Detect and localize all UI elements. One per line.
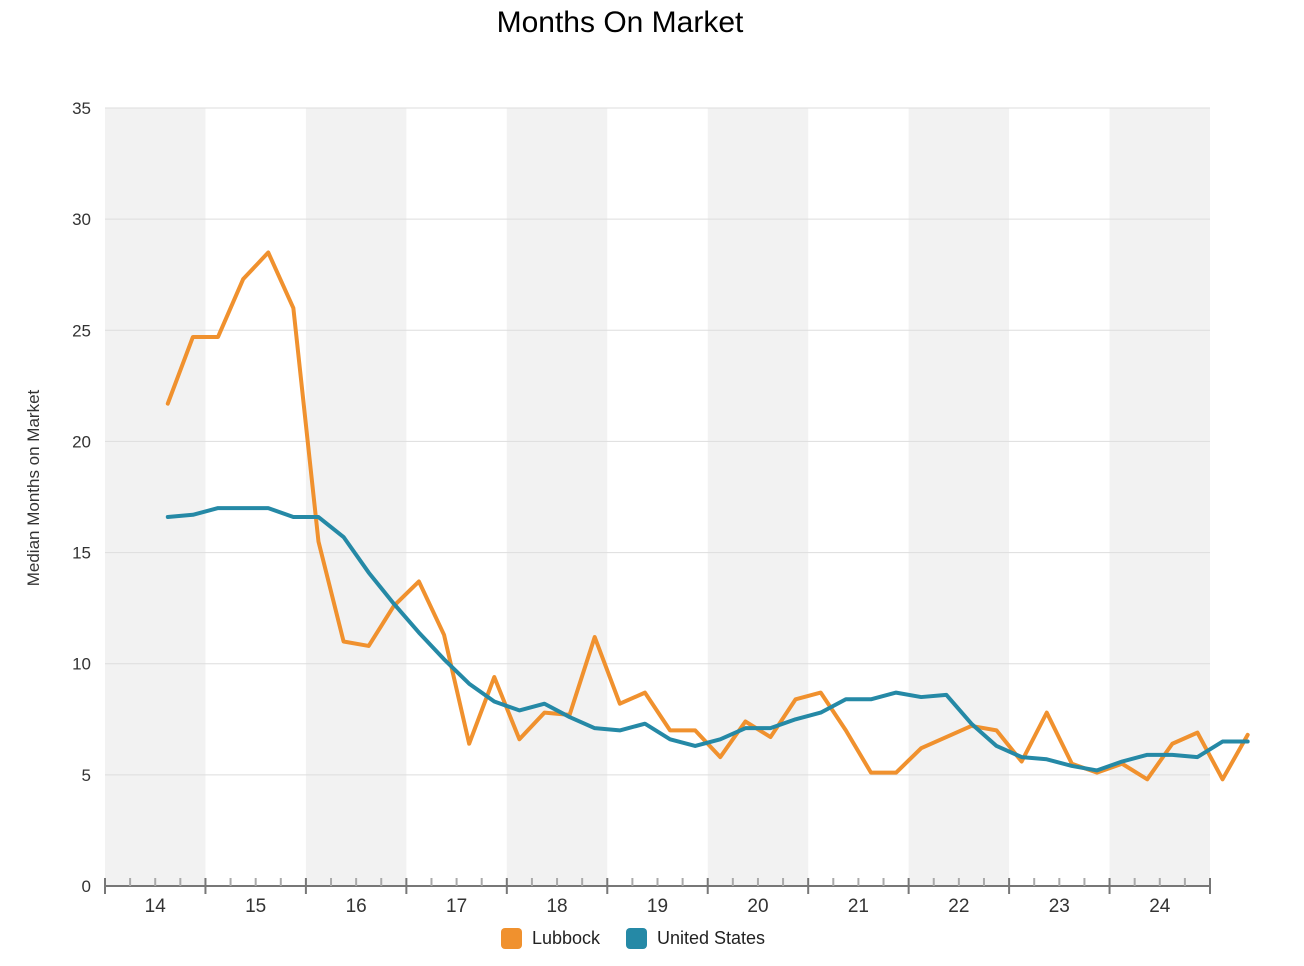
x-tick-label: 23 xyxy=(1049,896,1070,917)
y-axis-ticks: 0 5 10 15 20 25 30 35 xyxy=(72,99,91,896)
x-tick-label: 24 xyxy=(1149,896,1171,917)
x-tick-label: 16 xyxy=(346,896,367,917)
year-band xyxy=(105,108,206,886)
x-axis: 14 15 16 17 18 19 20 21 22 23 24 xyxy=(104,878,1211,917)
legend-label-united-states: United States xyxy=(657,928,766,948)
x-tick-label: 18 xyxy=(546,896,567,917)
x-tick-label: 15 xyxy=(245,896,266,917)
series-lines xyxy=(165,250,1250,782)
legend-item-united-states[interactable]: United States xyxy=(626,928,765,949)
y-tick-label: 30 xyxy=(72,210,91,229)
year-band xyxy=(1109,108,1210,886)
x-tick-label: 19 xyxy=(647,896,668,917)
x-tick-label: 21 xyxy=(848,896,869,917)
legend-item-lubbock[interactable]: Lubbock xyxy=(500,928,600,949)
year-band xyxy=(305,108,407,886)
x-tick-label: 14 xyxy=(145,896,167,917)
line-chart: 0 5 10 15 20 25 30 35 14 15 16 17 18 19 20 21 22 23 24 xyxy=(72,99,1250,917)
y-tick-label: 20 xyxy=(72,432,91,451)
x-tick-label: 20 xyxy=(747,896,768,917)
y-axis-label: Median Months on Market xyxy=(24,389,43,587)
series-line-united-states xyxy=(165,506,1250,773)
chart-title: Months On Market xyxy=(496,6,744,39)
legend-label-lubbock: Lubbock xyxy=(531,928,600,948)
lubbock-swatch-icon xyxy=(500,928,522,949)
year-bands xyxy=(105,108,1210,886)
x-tick-label: 22 xyxy=(948,896,969,917)
y-tick-label: 10 xyxy=(72,655,91,674)
y-tick-label: 25 xyxy=(72,321,91,340)
gridlines xyxy=(105,107,1210,887)
year-band xyxy=(506,108,608,886)
legend: Lubbock United States xyxy=(0,928,1266,949)
y-tick-label: 0 xyxy=(82,877,91,896)
united-states-swatch-icon xyxy=(626,928,647,949)
x-tick-label: 17 xyxy=(446,896,467,917)
y-tick-label: 5 xyxy=(82,766,91,785)
y-tick-label: 15 xyxy=(72,544,91,563)
year-band xyxy=(707,108,809,886)
y-tick-label: 35 xyxy=(72,99,91,118)
year-band xyxy=(908,108,1010,886)
